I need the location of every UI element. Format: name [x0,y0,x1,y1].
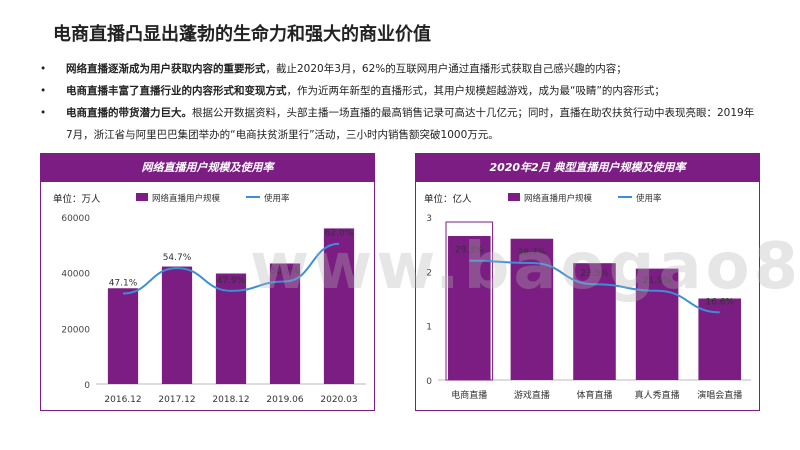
rate-data-label: 50.7% [271,266,300,276]
rate-data-label: 54.7% [163,253,192,263]
bullet-item: 电商直播的带货潜力巨大。根据公开数据资料，头部主播一场直播的最高销售记录可高达十… [40,102,760,146]
x-tick-label: 2016.12 [104,395,141,405]
bar [161,266,193,384]
unit-label: 单位：万人 [53,193,101,205]
legend-label: 网络直播用户规模 [152,193,221,204]
y-tick-label: 20000 [61,325,90,335]
x-tick-label: 2020.03 [320,395,357,405]
bar [215,273,247,384]
bar [107,288,139,384]
y-tick-label: 0 [426,377,432,387]
y-tick-label: 0 [84,381,90,391]
bullet-item: 电商直播丰富了直播行业的内容形式和变现方式，作为近两年新型的直播形式，其用户规模… [40,80,760,102]
chart-title: 2020年2月 典型直播用户规模及使用率 [416,154,759,182]
bullet-list: 网络直播逐渐成为用户获取内容的重要形式，截止2020年3月，62%的互联网用户通… [40,58,760,146]
rate-data-label: 28.7% [518,248,547,258]
y-tick-label: 40000 [61,270,90,280]
bullet-lead: 网络直播逐渐成为用户获取内容的重要形式 [66,63,266,75]
x-tick-label: 演唱会直播 [697,389,742,401]
bullet-item: 网络直播逐渐成为用户获取内容的重要形式，截止2020年3月，62%的互联网用户通… [40,58,760,80]
bar [510,238,554,380]
y-tick-label: 1 [426,323,432,333]
legend-bar-swatch [136,193,148,201]
chart-panel-users: 网络直播用户规模及使用率 单位：万人 网络直播用户规模 使用率 0 20000 40000… [40,153,375,411]
x-tick-label: 真人秀直播 [635,389,680,401]
rate-data-label: 29.3% [455,246,484,256]
legend-label: 使用率 [636,193,662,204]
chart-panel-types: 2020年2月 典型直播用户规模及使用率 单位：亿人 网络直播用户规模 使用率 0 1 2… [415,153,760,411]
bar [269,263,301,384]
rate-data-label: 23.5% [580,269,609,279]
y-tick-label: 60000 [61,214,90,224]
unit-label: 单位：亿人 [424,193,472,205]
rate-data-label: 16.6% [705,297,734,307]
legend-label: 网络直播用户规模 [524,193,593,204]
bar [635,268,679,380]
x-tick-label: 2019.06 [266,395,303,405]
chart-users-rate: 单位：万人 网络直播用户规模 使用率 0 20000 40000 60000 2016.12 2… [53,193,366,405]
chart-types-rate: 单位：亿人 网络直播用户规模 使用率 0 1 2 3 电商直播 游戏直播 体育直播 真人秀直播 演唱会… [424,193,751,401]
bar-highlight-box [445,221,494,381]
x-tick-label: 2018.12 [212,395,249,405]
x-tick-label: 体育直播 [576,389,612,401]
x-tick-label: 电商直播 [451,389,487,401]
bar [448,236,491,380]
bullet-lead: 电商直播的带货潜力巨大。 [66,107,192,119]
rate-line [469,259,720,314]
x-tick-label: 2017.12 [158,395,195,405]
x-tick-label: 游戏直播 [514,389,550,401]
bullet-text: 根据公开数据资料，头部主播一场直播的最高销售记录可高达十几亿元；同时，直播在助农… [66,107,755,141]
rate-data-label: 62.0% [325,229,354,239]
bullet-lead: 电商直播丰富了直播行业的内容形式和变现方式 [66,85,287,97]
rate-data-label: 47.9% [217,276,246,286]
y-tick-label: 2 [426,268,432,278]
legend-bar-swatch [508,193,520,201]
bullet-text: ，截止2020年3月，62%的互联网用户通过直播形式获取自己感兴趣的内容； [265,63,627,75]
chart-title: 网络直播用户规模及使用率 [41,154,374,182]
bullet-text: ，作为近两年新型的直播形式，其用户规模超越游戏，成为最“吸睛”的内容形式； [286,85,665,97]
page-title: 电商直播凸显出蓬勃的生命力和强大的商业价值 [53,24,431,45]
rate-data-label: 21.9% [643,276,672,286]
legend-label: 使用率 [264,193,290,204]
rate-line [122,242,340,295]
y-tick-label: 3 [426,214,432,224]
bar [573,263,616,380]
rate-data-label: 47.1% [109,278,138,288]
bar [323,228,355,384]
